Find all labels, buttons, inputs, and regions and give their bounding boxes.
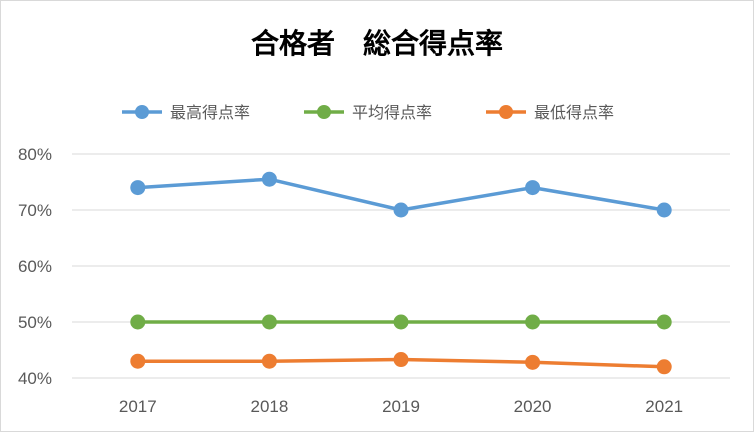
chart-title: 合格者 総合得点率 bbox=[250, 27, 503, 60]
data-point bbox=[130, 314, 146, 330]
y-tick-label: 60% bbox=[18, 257, 52, 276]
y-tick-label: 50% bbox=[18, 313, 52, 332]
data-point bbox=[656, 314, 672, 330]
data-point bbox=[261, 314, 277, 330]
y-tick-label: 80% bbox=[18, 145, 52, 164]
x-tick-label: 2020 bbox=[514, 397, 552, 416]
legend-marker bbox=[135, 105, 149, 119]
x-tick-label: 2017 bbox=[119, 397, 157, 416]
legend-label: 最低得点率 bbox=[534, 103, 614, 122]
gridlines bbox=[72, 153, 730, 379]
data-point bbox=[393, 314, 409, 330]
legend-entry: 最高得点率 bbox=[122, 103, 250, 122]
y-axis-ticks: 40% 50% 60% 70% 80% bbox=[18, 145, 52, 388]
data-point bbox=[130, 180, 146, 196]
legend-entry: 平均得点率 bbox=[304, 103, 432, 122]
legend-marker bbox=[499, 105, 513, 119]
series-3 bbox=[130, 352, 672, 375]
data-point bbox=[525, 314, 541, 330]
x-axis-ticks: 2017 2018 2019 2020 2021 bbox=[119, 397, 683, 416]
legend-label: 最高得点率 bbox=[170, 103, 250, 122]
y-tick-label: 70% bbox=[18, 201, 52, 220]
data-point bbox=[656, 202, 672, 218]
legend-marker bbox=[317, 105, 331, 119]
data-point bbox=[525, 354, 541, 370]
data-point bbox=[393, 352, 409, 368]
legend-label: 平均得点率 bbox=[352, 103, 432, 122]
series-2 bbox=[130, 314, 672, 330]
series-1 bbox=[130, 171, 672, 218]
legend: 最高得点率 平均得点率 最低得点率 bbox=[122, 103, 614, 122]
y-tick-label: 40% bbox=[18, 369, 52, 388]
x-tick-label: 2018 bbox=[250, 397, 288, 416]
data-point bbox=[261, 353, 277, 369]
data-point bbox=[656, 359, 672, 375]
legend-entry: 最低得点率 bbox=[486, 103, 614, 122]
data-point bbox=[393, 202, 409, 218]
series-lines bbox=[130, 171, 672, 375]
x-tick-label: 2021 bbox=[645, 397, 683, 416]
data-point bbox=[525, 180, 541, 196]
x-tick-label: 2019 bbox=[382, 397, 420, 416]
data-point bbox=[130, 353, 146, 369]
data-point bbox=[261, 171, 277, 187]
